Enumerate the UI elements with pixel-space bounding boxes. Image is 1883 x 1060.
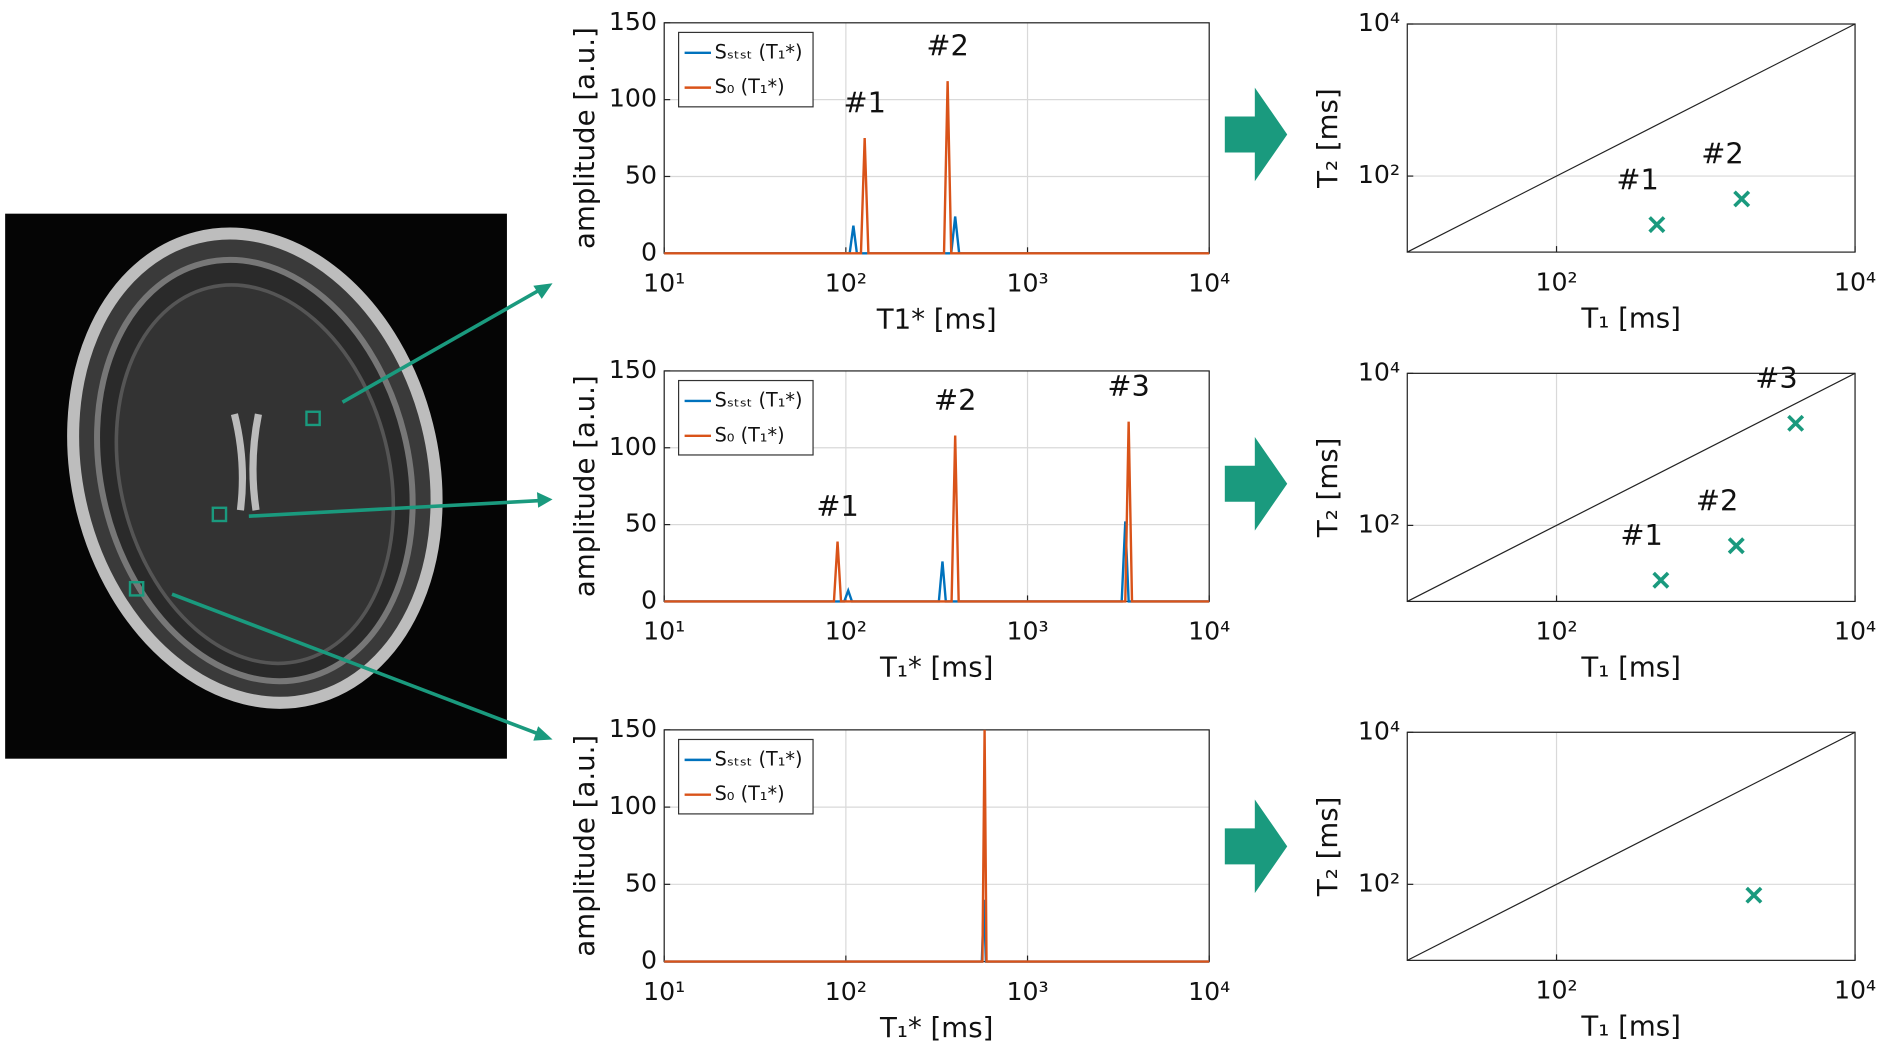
peak-label: #3: [1107, 369, 1149, 403]
scatter-point: [1648, 216, 1666, 234]
legend-label: Sₛₜₛₜ (T₁*): [715, 747, 803, 770]
scatter-point: [1733, 190, 1751, 208]
y-tick-label: 10⁴: [1358, 8, 1400, 37]
x-tick-label: 10²: [825, 977, 867, 1006]
scatter-point: [1787, 414, 1805, 432]
identity-line: [1407, 731, 1856, 961]
scatter-point: [1745, 886, 1763, 904]
identity-line: [1407, 372, 1856, 602]
x-axis-label: T₁ [ms]: [1580, 651, 1681, 684]
y-axis-label: amplitude [a.u.]: [568, 735, 601, 957]
legend-label: S₀ (T₁*): [715, 75, 785, 98]
y-tick-label: 150: [609, 7, 657, 36]
x-axis-label: T₁ [ms]: [1580, 301, 1681, 334]
y-tick-label: 0: [641, 237, 657, 266]
x-tick-label: 10³: [1006, 269, 1048, 298]
y-tick-label: 150: [609, 355, 657, 384]
y-tick-label: 100: [609, 84, 657, 113]
legend: Sₛₜₛₜ (T₁*) S₀ (T₁*): [678, 379, 814, 456]
x-tick-label: 10¹: [643, 617, 685, 646]
x-axis-label: T₁* [ms]: [879, 1011, 993, 1044]
legend-label: S₀ (T₁*): [715, 423, 785, 446]
legend-box: [678, 379, 814, 456]
y-axis-label: amplitude [a.u.]: [568, 375, 601, 597]
legend-label: Sₛₜₛₜ (T₁*): [715, 40, 803, 63]
x-tick-label: 10⁴: [1188, 269, 1230, 298]
axes-frame: [1406, 23, 1856, 253]
x-axis-label: T1* [ms]: [876, 303, 997, 336]
y-tick-label: 10⁴: [1358, 716, 1400, 745]
block-arrows: [1224, 87, 1288, 894]
y-tick-label: 50: [625, 160, 657, 189]
y-axis-label: T₂ [ms]: [1311, 438, 1344, 539]
peak-label: #1: [816, 489, 858, 523]
point-label: #2: [1701, 137, 1743, 171]
y-tick-label: 100: [609, 791, 657, 820]
identity-line: [1407, 23, 1856, 253]
legend-box: [678, 31, 814, 108]
legend: Sₛₜₛₜ (T₁*) S₀ (T₁*): [678, 738, 814, 815]
x-tick-label: 10⁴: [1834, 976, 1876, 1005]
y-tick-label: 10²: [1358, 868, 1400, 897]
point-label: #1: [1616, 162, 1658, 196]
peak-label: #2: [934, 383, 976, 417]
axes-frame: [1406, 731, 1856, 961]
x-tick-label: 10²: [825, 269, 867, 298]
y-tick-label: 50: [625, 509, 657, 538]
series-line: [664, 81, 1210, 255]
y-tick-label: 10²: [1358, 509, 1400, 538]
x-axis-label: T₁* [ms]: [879, 651, 993, 684]
y-tick-label: 100: [609, 432, 657, 461]
x-tick-label: 10³: [1006, 977, 1048, 1006]
x-tick-label: 10²: [1535, 267, 1577, 296]
x-axis-label: T₁ [ms]: [1580, 1010, 1681, 1043]
y-tick-label: 50: [625, 868, 657, 897]
peak-label: #1: [843, 85, 885, 119]
x-tick-label: 10⁴: [1834, 617, 1876, 646]
x-tick-label: 10⁴: [1188, 617, 1230, 646]
mri-image: [5, 213, 507, 759]
y-axis-label: T₂ [ms]: [1311, 88, 1344, 189]
x-tick-label: 10²: [1535, 976, 1577, 1005]
y-tick-label: 0: [641, 946, 657, 975]
scatter-point: [1652, 571, 1670, 589]
x-tick-label: 10¹: [643, 977, 685, 1006]
y-tick-label: 0: [641, 585, 657, 614]
legend-label: S₀ (T₁*): [715, 782, 785, 805]
x-tick-label: 10⁴: [1188, 977, 1230, 1006]
y-axis-label: amplitude [a.u.]: [568, 27, 601, 249]
y-axis-label: T₂ [ms]: [1311, 797, 1344, 898]
series-line: [664, 421, 1210, 603]
x-tick-label: 10²: [1535, 617, 1577, 646]
point-label: #2: [1696, 484, 1738, 518]
x-tick-label: 10³: [1006, 617, 1048, 646]
legend-label: Sₛₜₛₜ (T₁*): [715, 388, 803, 411]
x-tick-label: 10²: [825, 617, 867, 646]
pointer-arrows: [171, 283, 553, 741]
y-tick-label: 150: [609, 714, 657, 743]
x-tick-label: 10¹: [643, 269, 685, 298]
point-label: #1: [1620, 518, 1662, 552]
series-line: [664, 729, 1210, 963]
peak-label: #2: [926, 29, 968, 63]
axes-frame: [1406, 372, 1856, 603]
y-tick-label: 10⁴: [1358, 357, 1400, 386]
x-tick-label: 10⁴: [1834, 267, 1876, 296]
legend-box: [678, 738, 814, 815]
scatter-point: [1727, 537, 1745, 555]
point-label: #3: [1755, 361, 1797, 395]
y-tick-label: 10²: [1358, 160, 1400, 189]
legend: Sₛₜₛₜ (T₁*) S₀ (T₁*): [678, 31, 814, 108]
